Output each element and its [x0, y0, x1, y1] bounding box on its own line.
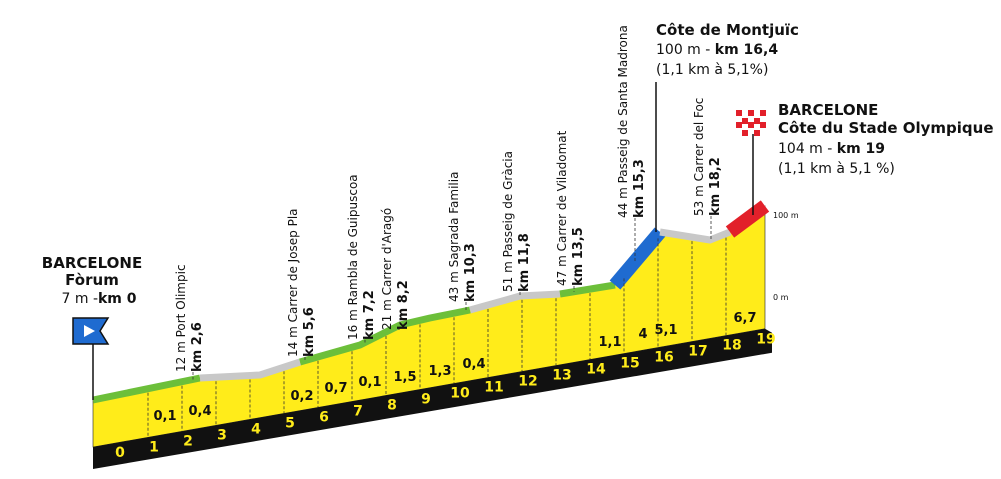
finish-flag-cell: [760, 110, 766, 116]
finish-flag-cell: [754, 124, 760, 130]
start-city: BARCELONE: [42, 254, 142, 272]
km-marker: 17: [688, 344, 707, 360]
finish-flag-cell: [742, 124, 748, 130]
finish-detail: (1,1 km à 5,1 %): [778, 161, 895, 177]
km-marker: 9: [421, 391, 431, 407]
finish-flag-cell: [754, 130, 760, 136]
waypoint-name: 44 m Passeig de Santa Madrona: [616, 25, 630, 218]
km-marker: 7: [353, 403, 363, 419]
km-marker: 5: [285, 415, 295, 431]
km-marker: 14: [586, 361, 606, 377]
waypoint-km: km 11,8: [517, 233, 532, 292]
climb-km: km 16,4: [715, 42, 779, 58]
gradient-label: 1,1: [598, 335, 621, 350]
waypoint-km: km 15,3: [632, 159, 647, 218]
km-marker: 18: [722, 338, 741, 354]
finish-flag-cell: [748, 128, 754, 134]
road-band: [469, 290, 561, 314]
km-marker: 15: [620, 355, 639, 371]
finish-flag-cell: [748, 116, 754, 122]
climb-name: Côte de Montjuïc: [656, 21, 799, 39]
waypoint-name: 12 m Port Olimpic: [174, 264, 188, 372]
start-flag-icon: [84, 325, 95, 337]
finish-flag-cell: [742, 112, 748, 118]
waypoint-km: km 2,6: [190, 322, 205, 372]
climb-alt: 100 m - km 16,4: [656, 42, 778, 58]
finish-flag-cell: [760, 116, 766, 122]
km-marker: 2: [183, 433, 193, 449]
waypoint-name: 51 m Passeig de Gràcia: [501, 151, 515, 292]
finish-flag-cell: [748, 110, 754, 116]
road-band: [659, 228, 732, 244]
road-strip: [93, 328, 772, 469]
gradient-label: 0,4: [188, 404, 211, 419]
waypoint-km: km 18,2: [708, 157, 723, 216]
start-alt: 7 m -: [62, 291, 99, 307]
waypoint-name: 53 m Carrer del Foc: [692, 98, 706, 216]
km-marker: 3: [217, 427, 227, 443]
road-band: [299, 306, 471, 366]
finish-flag-cell: [760, 128, 766, 134]
gradient-label: 5,1: [654, 323, 677, 338]
finish-alt-text: 104 m -: [778, 141, 837, 157]
waypoint-km: km 5,6: [302, 307, 317, 357]
km-marker: 16: [654, 350, 673, 366]
road-band: [559, 281, 616, 298]
gradient-label: 0,1: [358, 375, 381, 390]
finish-flag-cell: [742, 118, 748, 124]
scale-bottom: 0 m: [773, 293, 789, 302]
waypoint-km: km 8,2: [396, 280, 411, 330]
waypoint-name: 21 m Carrer d'Aragó: [380, 208, 394, 330]
finish-flag-cell: [742, 130, 748, 136]
road-band: [92, 374, 201, 404]
finish-city: BARCELONE: [778, 101, 878, 119]
waypoint-name: 14 m Carrer de Josep Pla: [286, 208, 300, 357]
road-band: [725, 200, 770, 238]
waypoint-name: 43 m Sagrada Familia: [447, 172, 461, 302]
finish-km: km 19: [837, 141, 885, 157]
climb-alt-text: 100 m -: [656, 42, 715, 58]
scale-top: 100 m: [773, 211, 799, 220]
km-marker: 0: [115, 445, 125, 461]
road-band: [199, 358, 302, 382]
road-band: [609, 227, 666, 290]
finish-place: Côte du Stade Olympique: [778, 119, 994, 137]
km-marker: 8: [387, 397, 397, 413]
km-marker: 1: [149, 439, 159, 455]
gradient-label: 0,2: [290, 389, 313, 404]
finish-flag-cell: [736, 128, 742, 134]
waypoint-name: 16 m Rambla de Guipuscoa: [346, 174, 360, 340]
climb-detail: (1,1 km à 5,1%): [656, 62, 768, 78]
finish-flag-cell: [736, 122, 742, 128]
finish-flag-cell: [754, 112, 760, 118]
km-marker: 10: [450, 385, 470, 401]
waypoint-name: 47 m Carrer de Viladomat: [555, 130, 569, 286]
waypoint-km: km 13,5: [571, 227, 586, 286]
km-marker: 13: [552, 367, 571, 383]
profile-art: [72, 82, 772, 469]
finish-flag-cell: [754, 118, 760, 124]
km-marker: 6: [319, 409, 329, 425]
finish-flag-cell: [760, 122, 766, 128]
gradient-label: 1,3: [428, 364, 451, 379]
waypoint-km: km 10,3: [463, 243, 478, 302]
gradient-label: 6,7: [733, 311, 756, 326]
km-marker: 11: [484, 379, 503, 395]
waypoint-km: km 7,2: [362, 290, 377, 340]
gradient-label: 0,1: [153, 409, 176, 424]
km-marker: 4: [251, 421, 261, 437]
finish-flag-cell: [748, 122, 754, 128]
finish-alt: 104 m - km 19: [778, 141, 885, 157]
km-marker: 19: [756, 332, 775, 348]
finish-flag-cell: [736, 110, 742, 116]
km-marker: 12: [518, 373, 537, 389]
gradient-label: 1,5: [393, 370, 416, 385]
gradient-label: 4: [638, 327, 647, 342]
gradient-label: 0,7: [324, 381, 347, 396]
finish-flag-cell: [736, 116, 742, 122]
gradient-label: 0,4: [462, 357, 485, 372]
start-km: km 0: [98, 291, 137, 307]
start-place: Fòrum: [65, 271, 119, 289]
